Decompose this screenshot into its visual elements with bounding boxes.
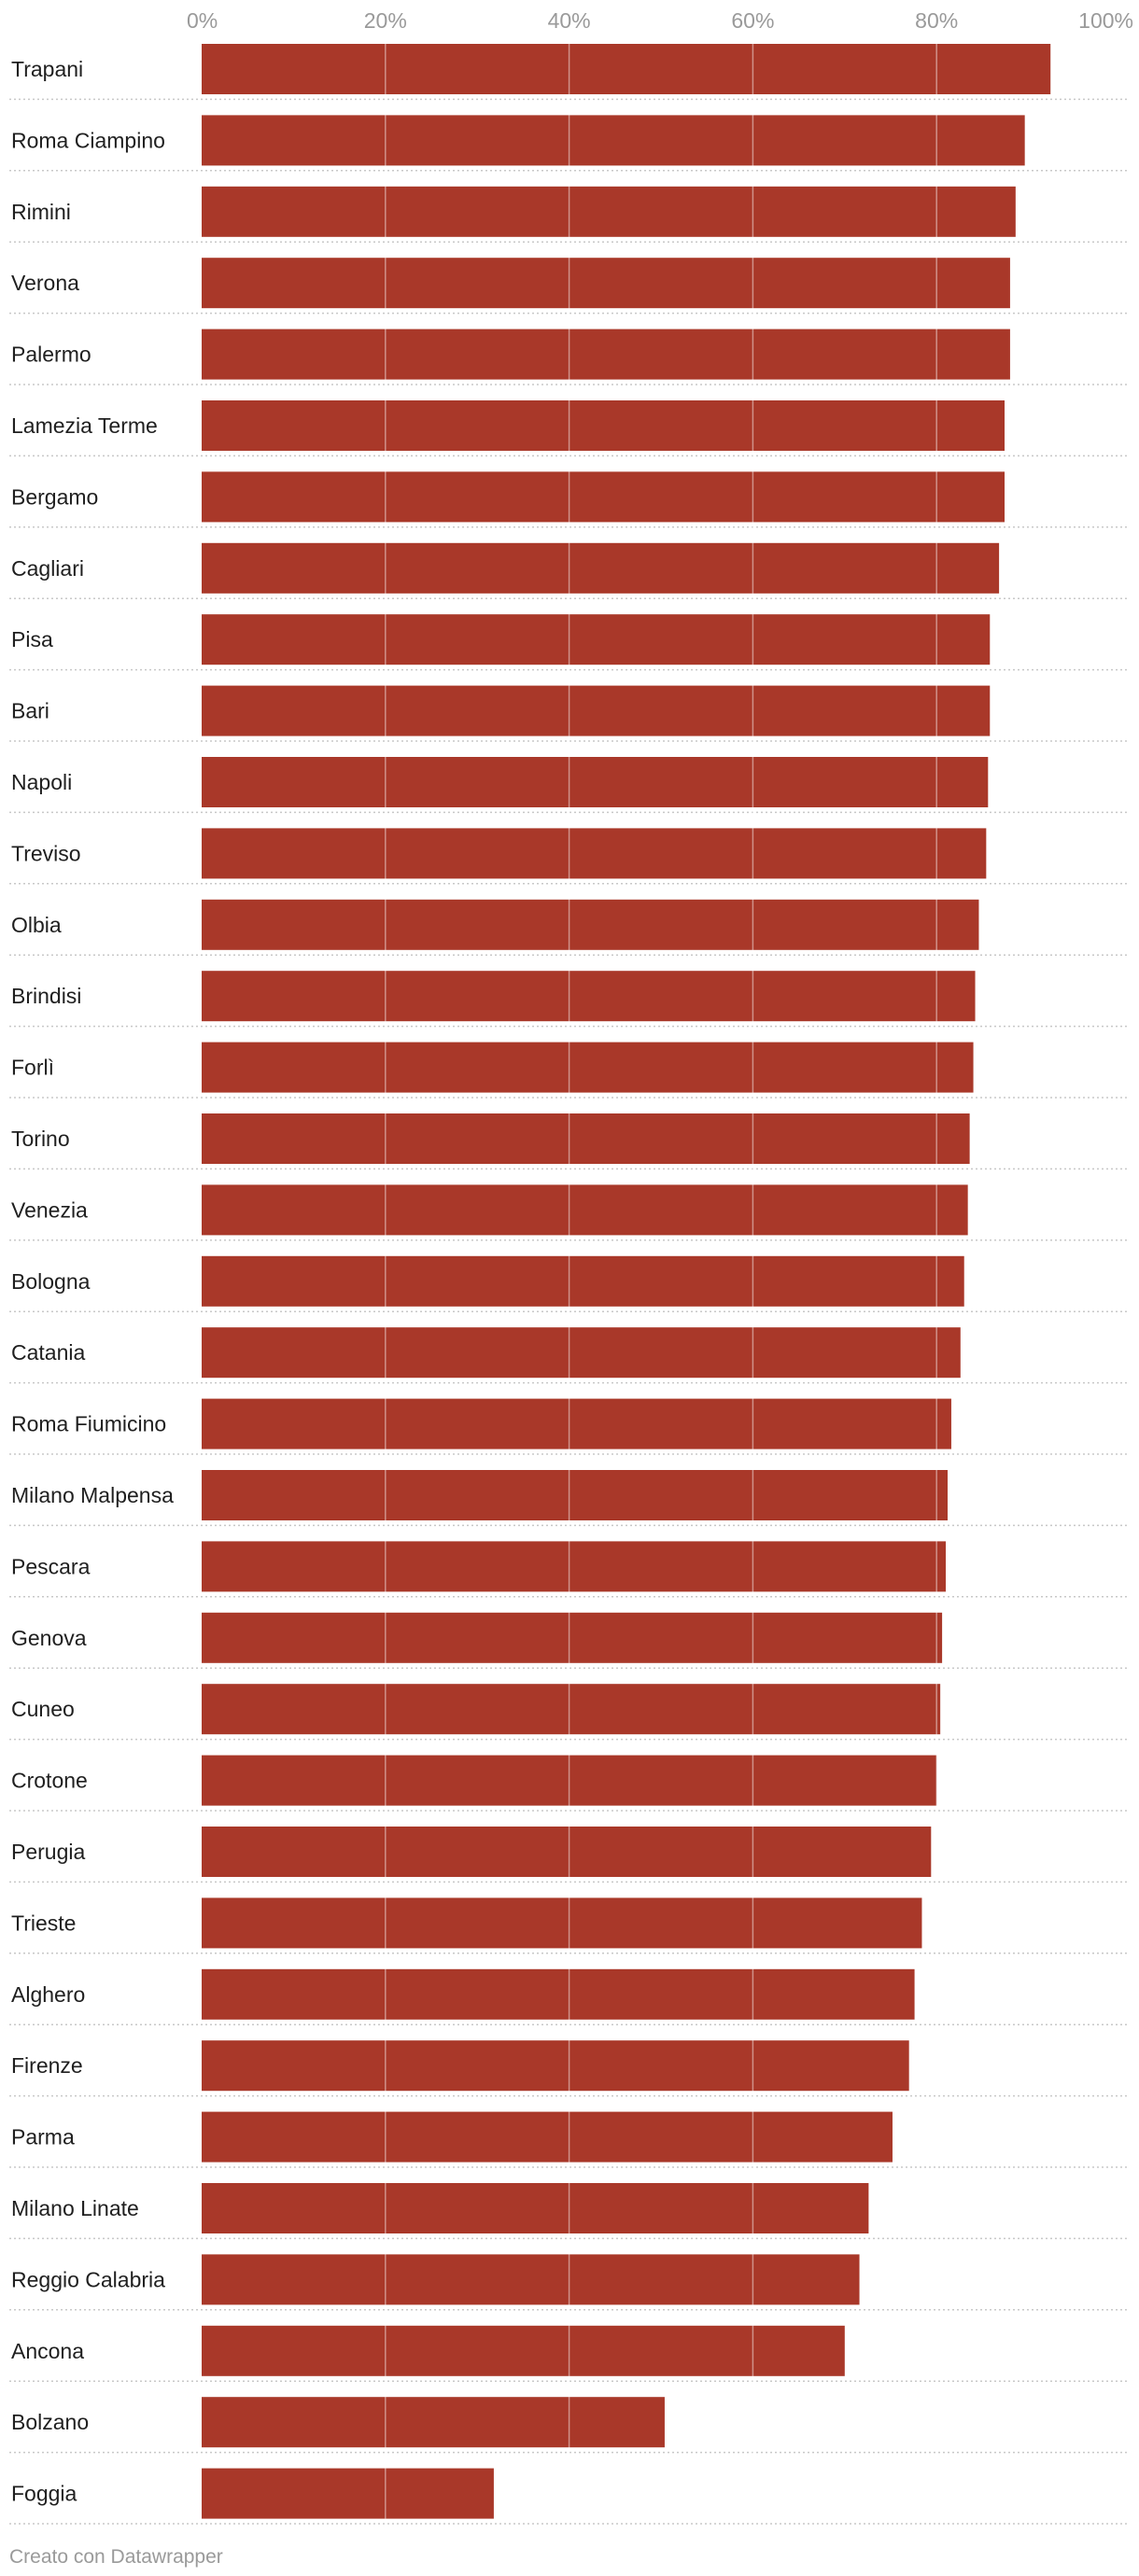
bar-bologna	[202, 1255, 964, 1307]
x-tick-label: 40%	[548, 8, 591, 33]
bar-parma	[202, 2111, 893, 2163]
x-tick-label: 80%	[915, 8, 958, 33]
bar-roma-ciampino	[202, 115, 1025, 166]
bar-trieste	[202, 1897, 922, 1949]
category-label: Perugia	[11, 1840, 85, 1864]
bar-forl-	[202, 1042, 974, 1093]
category-label: Bologna	[11, 1269, 91, 1294]
x-tick-label: 60%	[731, 8, 774, 33]
bar-milano-linate	[202, 2183, 869, 2233]
bar-venezia	[202, 1184, 968, 1236]
category-label: Brindisi	[11, 984, 81, 1008]
category-label: Roma Ciampino	[11, 128, 165, 152]
category-label: Verona	[11, 271, 79, 295]
bar-foggia	[202, 2468, 494, 2519]
category-label: Milano Linate	[11, 2196, 139, 2220]
bar-milano-malpensa	[202, 1470, 949, 1520]
category-label: Genova	[11, 1626, 87, 1650]
bar-cagliari	[202, 542, 1000, 594]
bar-bergamo	[202, 471, 1005, 523]
category-label: Trieste	[11, 1911, 76, 1935]
bar-crotone	[202, 1755, 937, 1806]
category-label: Alghero	[11, 1982, 85, 2007]
category-label: Venezia	[11, 1197, 88, 1222]
bar-olbia	[202, 899, 979, 950]
bar-brindisi	[202, 971, 976, 1022]
bar-bari	[202, 685, 991, 736]
category-label: Torino	[11, 1127, 70, 1151]
category-label: Parma	[11, 2125, 75, 2149]
bar-pisa	[202, 614, 991, 665]
bar-catania	[202, 1327, 961, 1379]
gridlines	[385, 44, 937, 2519]
bar-roma-fiumicino	[202, 1398, 951, 1449]
bar-torino	[202, 1113, 970, 1164]
bar-verona	[202, 258, 1010, 309]
category-label: Cuneo	[11, 1697, 75, 1721]
category-label: Milano Malpensa	[11, 1483, 174, 1507]
bar-cuneo	[202, 1684, 941, 1735]
bar-reggio-calabria	[202, 2254, 860, 2305]
category-label: Cagliari	[11, 556, 84, 581]
category-label: Bergamo	[11, 484, 98, 509]
x-tick-label: 100%	[1078, 8, 1133, 33]
category-label: Bari	[11, 699, 49, 723]
bar-trapani	[202, 44, 1051, 94]
category-label: Napoli	[11, 770, 72, 794]
category-label: Foggia	[11, 2482, 77, 2506]
category-label: Lamezia Terme	[11, 413, 158, 438]
bar-lamezia-terme	[202, 400, 1005, 451]
x-tick-label: 0%	[187, 8, 218, 33]
category-label: Firenze	[11, 2053, 83, 2078]
bar-bolzano	[202, 2397, 665, 2448]
category-label: Olbia	[11, 913, 62, 937]
bar-genova	[202, 1612, 943, 1663]
category-label: Trapani	[11, 57, 83, 81]
datawrapper-credit: Creato con Datawrapper	[9, 2546, 223, 2568]
category-label: Palermo	[11, 343, 91, 367]
category-label: Rimini	[11, 200, 71, 224]
category-label: Roma Fiumicino	[11, 1412, 166, 1436]
category-label: Crotone	[11, 1769, 88, 1793]
bar-palermo	[202, 329, 1010, 380]
x-axis-ticks: 0% 20% 40% 60% 80% 100%	[187, 8, 1133, 33]
category-label: Ancona	[11, 2339, 84, 2363]
category-label: Pisa	[11, 627, 53, 651]
category-label: Reggio Calabria	[11, 2267, 165, 2291]
bars	[202, 44, 1051, 2519]
category-labels: Trapani Roma Ciampino Rimini Verona Palermo L…	[11, 57, 174, 2506]
bar-ancona	[202, 2325, 845, 2376]
category-label: Bolzano	[11, 2410, 89, 2434]
bar-pescara	[202, 1541, 947, 1592]
row-separators	[9, 98, 1130, 2525]
bar-rimini	[202, 186, 1016, 237]
bar-treviso	[202, 828, 987, 879]
category-label: Treviso	[11, 841, 81, 865]
category-label: Catania	[11, 1340, 85, 1365]
category-label: Pescara	[11, 1554, 91, 1578]
bar-perugia	[202, 1827, 932, 1877]
category-label: Forlì	[11, 1056, 54, 1080]
bar-napoli	[202, 757, 989, 807]
bar-alghero	[202, 1968, 915, 2020]
x-tick-label: 20%	[364, 8, 407, 33]
bar-firenze	[202, 2040, 909, 2092]
